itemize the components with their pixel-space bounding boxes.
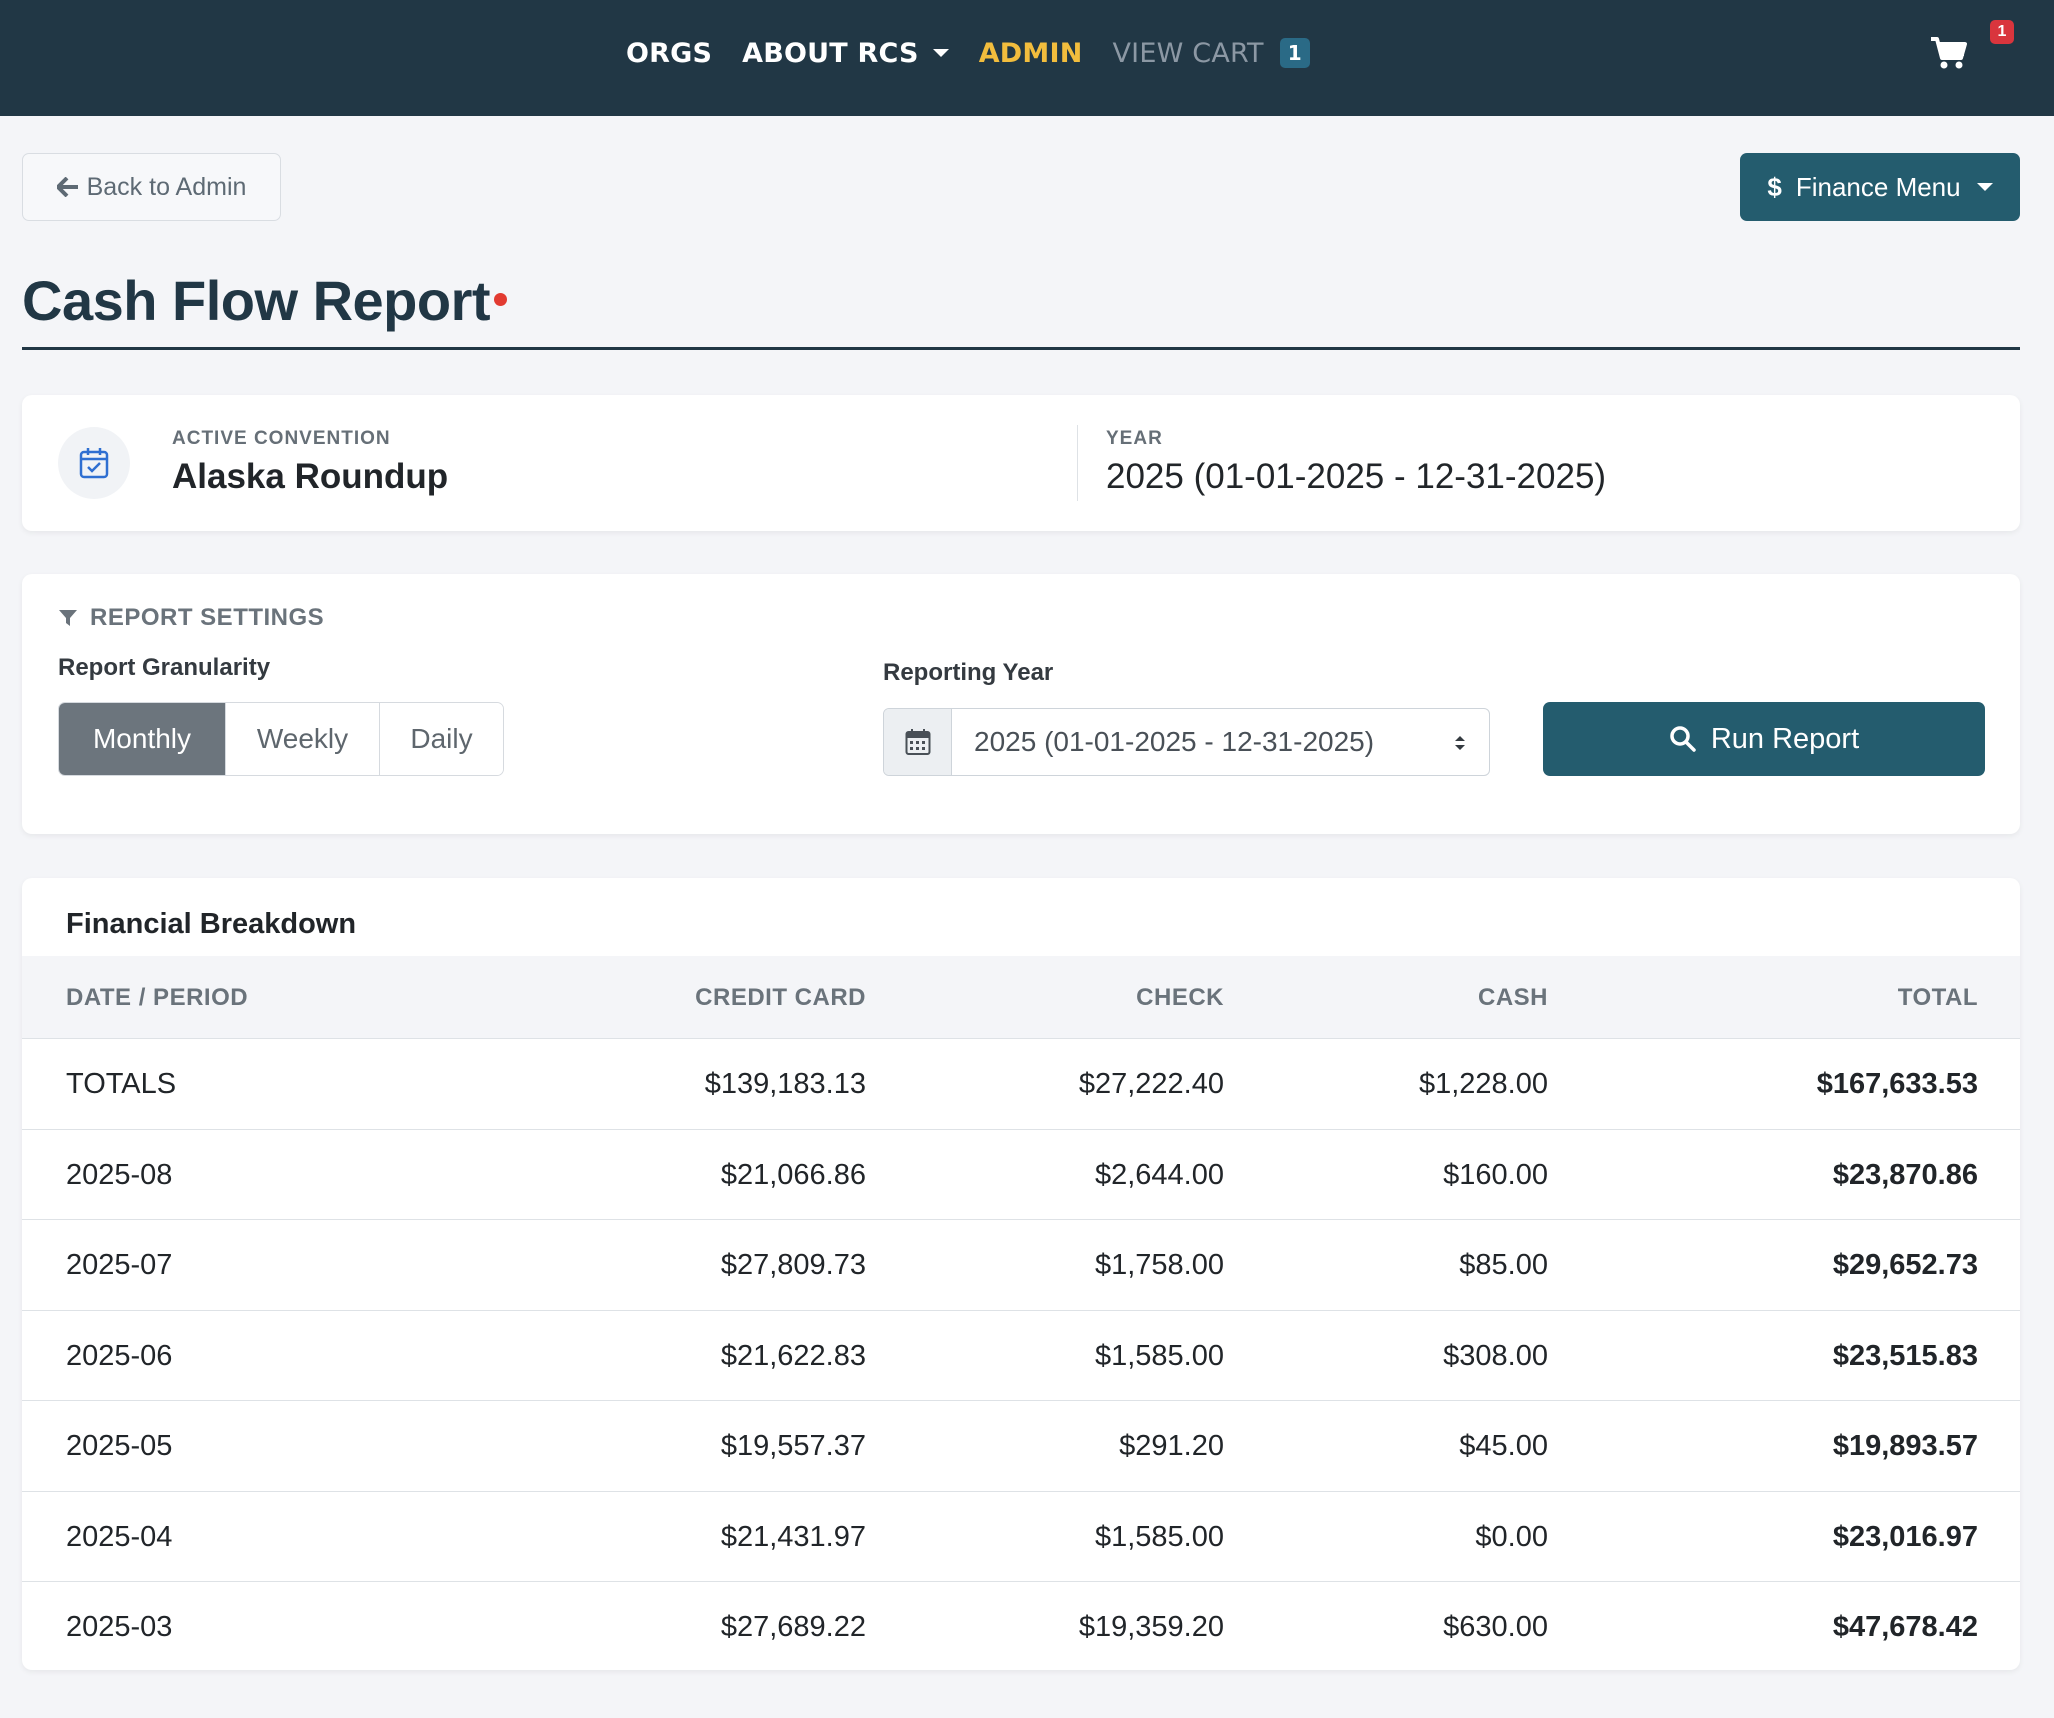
chevron-down-icon bbox=[932, 49, 949, 57]
table-row: TOTALS $139,183.13 $27,222.40 $1,228.00 … bbox=[22, 1039, 2020, 1130]
cell-total: $23,016.97 bbox=[1832, 1520, 1978, 1553]
nav-about-label: ABOUT RCS bbox=[742, 37, 919, 69]
cell-credit-card: $21,431.97 bbox=[720, 1520, 866, 1553]
cell-total: $29,652.73 bbox=[1832, 1249, 1978, 1281]
report-settings-heading: REPORT SETTINGS bbox=[58, 604, 324, 632]
cell-total: $23,870.86 bbox=[1832, 1158, 1978, 1191]
table-row: 2025-07 $27,809.73 $1,758.00 $85.00 $29,… bbox=[22, 1220, 2020, 1311]
cell-period: 2025-03 bbox=[66, 1611, 173, 1643]
cell-cash: $160.00 bbox=[1443, 1158, 1548, 1191]
run-report-label: Run Report bbox=[1710, 722, 1860, 755]
cell-credit-card: $19,557.37 bbox=[720, 1430, 866, 1462]
cell-cash: $1,228.00 bbox=[1418, 1068, 1548, 1100]
cell-cash: $45.00 bbox=[1459, 1430, 1548, 1462]
active-convention-card: ACTIVE CONVENTION Alaska Roundup YEAR 20… bbox=[22, 395, 2020, 531]
cell-check: $1,758.00 bbox=[1094, 1249, 1224, 1281]
cell-credit-card: $21,622.83 bbox=[720, 1339, 866, 1372]
nav-about-dropdown[interactable]: ABOUT RCS bbox=[742, 38, 949, 69]
report-settings-card: REPORT SETTINGS Report Granularity Month… bbox=[22, 574, 2020, 834]
granularity-label: Report Granularity bbox=[58, 654, 271, 681]
cell-check: $19,359.20 bbox=[1078, 1611, 1224, 1643]
cell-check: $2,644.00 bbox=[1094, 1158, 1224, 1191]
cell-total: $23,515.83 bbox=[1832, 1339, 1978, 1372]
run-report-button[interactable]: Run Report bbox=[1543, 702, 1985, 776]
nav-admin-link[interactable]: ADMIN bbox=[978, 37, 1083, 69]
granularity-monthly-button[interactable]: Monthly bbox=[59, 703, 226, 775]
cell-total: $167,633.53 bbox=[1816, 1068, 1978, 1100]
table-row: 2025-06 $21,622.83 $1,585.00 $308.00 $23… bbox=[22, 1311, 2020, 1401]
table-row: 2025-03 $27,689.22 $19,359.20 $630.00 $4… bbox=[22, 1582, 2020, 1670]
calendar-check-icon bbox=[58, 427, 130, 499]
nav-view-cart-label: VIEW CART bbox=[1112, 37, 1264, 69]
table-row: 2025-05 $19,557.37 $291.20 $45.00 $19,89… bbox=[22, 1401, 2020, 1492]
reporting-year-label: Reporting Year bbox=[883, 659, 1054, 686]
cell-period: 2025-04 bbox=[66, 1520, 173, 1553]
reporting-year-value[interactable]: 2025 (01-01-2025 - 12-31-2025) bbox=[952, 709, 1489, 775]
cell-check: $1,585.00 bbox=[1094, 1520, 1224, 1553]
back-to-admin-label: Back to Admin bbox=[86, 172, 247, 201]
cell-cash: $85.00 bbox=[1459, 1249, 1548, 1281]
financial-breakdown-title: Financial Breakdown bbox=[66, 908, 357, 940]
granularity-weekly-button[interactable]: Weekly bbox=[226, 703, 380, 775]
financial-breakdown-card: Financial Breakdown DATE / PERIOD CREDIT… bbox=[22, 878, 2020, 1670]
table-body: TOTALS $139,183.13 $27,222.40 $1,228.00 … bbox=[22, 1039, 2020, 1670]
cell-cash: $0.00 bbox=[1475, 1520, 1548, 1553]
nav-links: ORGS ABOUT RCS ADMIN VIEW CART 1 bbox=[626, 0, 1340, 106]
title-divider bbox=[22, 347, 2020, 350]
cell-period: TOTALS bbox=[66, 1068, 177, 1100]
cell-period: 2025-06 bbox=[66, 1339, 173, 1372]
cell-period: 2025-07 bbox=[66, 1249, 173, 1281]
cell-credit-card: $27,689.22 bbox=[720, 1611, 866, 1643]
table-row: 2025-08 $21,066.86 $2,644.00 $160.00 $23… bbox=[22, 1130, 2020, 1220]
cell-credit-card: $27,809.73 bbox=[720, 1249, 866, 1281]
column-header-check[interactable]: CHECK bbox=[1136, 984, 1224, 1011]
status-dot bbox=[494, 293, 507, 306]
cart-notification-badge: 1 bbox=[1990, 20, 2014, 44]
cell-credit-card: $139,183.13 bbox=[704, 1068, 866, 1100]
cell-total: $47,678.42 bbox=[1832, 1611, 1978, 1643]
cell-cash: $630.00 bbox=[1443, 1611, 1548, 1643]
reporting-year-selected: 2025 (01-01-2025 - 12-31-2025) bbox=[974, 726, 1375, 757]
cell-period: 2025-05 bbox=[66, 1430, 173, 1462]
cell-check: $27,222.40 bbox=[1078, 1068, 1224, 1100]
year-label: YEAR bbox=[1106, 428, 1163, 449]
shopping-cart-icon[interactable] bbox=[1930, 36, 1970, 72]
finance-menu-button[interactable]: $ Finance Menu bbox=[1740, 153, 2020, 221]
column-header-total[interactable]: TOTAL bbox=[1897, 984, 1978, 1011]
table-header-row: DATE / PERIOD CREDIT CARD CHECK CASH TOT… bbox=[22, 956, 2020, 1039]
column-header-cash[interactable]: CASH bbox=[1477, 984, 1548, 1011]
granularity-daily-button[interactable]: Daily bbox=[380, 703, 503, 775]
page-title: Cash Flow Report bbox=[22, 269, 491, 332]
dollar-icon: $ bbox=[1767, 171, 1782, 202]
cell-credit-card: $21,066.86 bbox=[720, 1158, 866, 1191]
card-divider bbox=[1077, 425, 1078, 501]
top-navbar: ORGS ABOUT RCS ADMIN VIEW CART 1 1 bbox=[0, 0, 2054, 116]
finance-menu-label: Finance Menu bbox=[1795, 171, 1961, 202]
cell-period: 2025-08 bbox=[66, 1158, 173, 1191]
granularity-toggle-group: Monthly Weekly Daily bbox=[58, 702, 504, 776]
chevron-down-icon bbox=[1976, 183, 1993, 191]
table-row: 2025-04 $21,431.97 $1,585.00 $0.00 $23,0… bbox=[22, 1492, 2020, 1582]
select-arrows-icon bbox=[1455, 736, 1465, 750]
cell-total: $19,893.57 bbox=[1832, 1430, 1978, 1462]
search-icon bbox=[1670, 726, 1696, 752]
arrow-left-icon bbox=[56, 177, 78, 197]
column-header-period[interactable]: DATE / PERIOD bbox=[66, 984, 249, 1011]
reporting-year-select[interactable]: 2025 (01-01-2025 - 12-31-2025) bbox=[883, 708, 1490, 776]
cell-check: $1,585.00 bbox=[1094, 1339, 1224, 1372]
year-value: 2025 (01-01-2025 - 12-31-2025) bbox=[1106, 457, 1607, 496]
active-convention-label: ACTIVE CONVENTION bbox=[172, 428, 391, 449]
active-convention-name: Alaska Roundup bbox=[172, 457, 449, 496]
cell-cash: $308.00 bbox=[1443, 1339, 1548, 1372]
cell-check: $291.20 bbox=[1119, 1430, 1224, 1462]
calendar-icon bbox=[884, 709, 952, 775]
cart-count-badge: 1 bbox=[1279, 38, 1310, 68]
nav-orgs-link[interactable]: ORGS bbox=[626, 37, 713, 69]
column-header-credit-card[interactable]: CREDIT CARD bbox=[695, 984, 866, 1011]
filter-icon bbox=[59, 610, 77, 626]
back-to-admin-button[interactable]: Back to Admin bbox=[22, 153, 281, 221]
nav-view-cart-link[interactable]: VIEW CART 1 bbox=[1113, 38, 1310, 69]
report-settings-title: REPORT SETTINGS bbox=[90, 604, 325, 631]
